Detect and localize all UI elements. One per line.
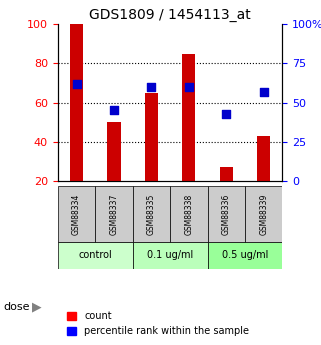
Bar xyxy=(108,122,120,220)
Text: GSM88336: GSM88336 xyxy=(222,193,231,235)
FancyBboxPatch shape xyxy=(208,186,245,242)
Point xyxy=(186,84,191,90)
Text: ▶: ▶ xyxy=(32,300,42,314)
Point xyxy=(149,84,154,90)
Bar xyxy=(182,53,195,220)
Point xyxy=(224,111,229,116)
Bar xyxy=(220,167,233,220)
Bar xyxy=(257,136,270,220)
FancyBboxPatch shape xyxy=(133,186,170,242)
Bar xyxy=(145,93,158,220)
Text: control: control xyxy=(78,250,112,260)
FancyBboxPatch shape xyxy=(58,241,133,269)
FancyBboxPatch shape xyxy=(133,241,208,269)
FancyBboxPatch shape xyxy=(170,186,208,242)
Text: dose: dose xyxy=(3,302,30,312)
Point xyxy=(261,89,266,94)
Text: GSM88335: GSM88335 xyxy=(147,193,156,235)
Text: 0.1 ug/ml: 0.1 ug/ml xyxy=(147,250,193,260)
Text: GSM88334: GSM88334 xyxy=(72,193,81,235)
Bar xyxy=(70,24,83,220)
Text: GSM88339: GSM88339 xyxy=(259,193,268,235)
Title: GDS1809 / 1454113_at: GDS1809 / 1454113_at xyxy=(89,8,251,22)
Text: GSM88337: GSM88337 xyxy=(109,193,118,235)
Legend: count, percentile rank within the sample: count, percentile rank within the sample xyxy=(63,307,253,340)
FancyBboxPatch shape xyxy=(245,186,282,242)
FancyBboxPatch shape xyxy=(58,186,95,242)
Text: 0.5 ug/ml: 0.5 ug/ml xyxy=(222,250,268,260)
Text: GSM88338: GSM88338 xyxy=(184,193,193,235)
FancyBboxPatch shape xyxy=(208,241,282,269)
Point xyxy=(74,81,79,87)
FancyBboxPatch shape xyxy=(95,186,133,242)
Point xyxy=(111,108,117,113)
